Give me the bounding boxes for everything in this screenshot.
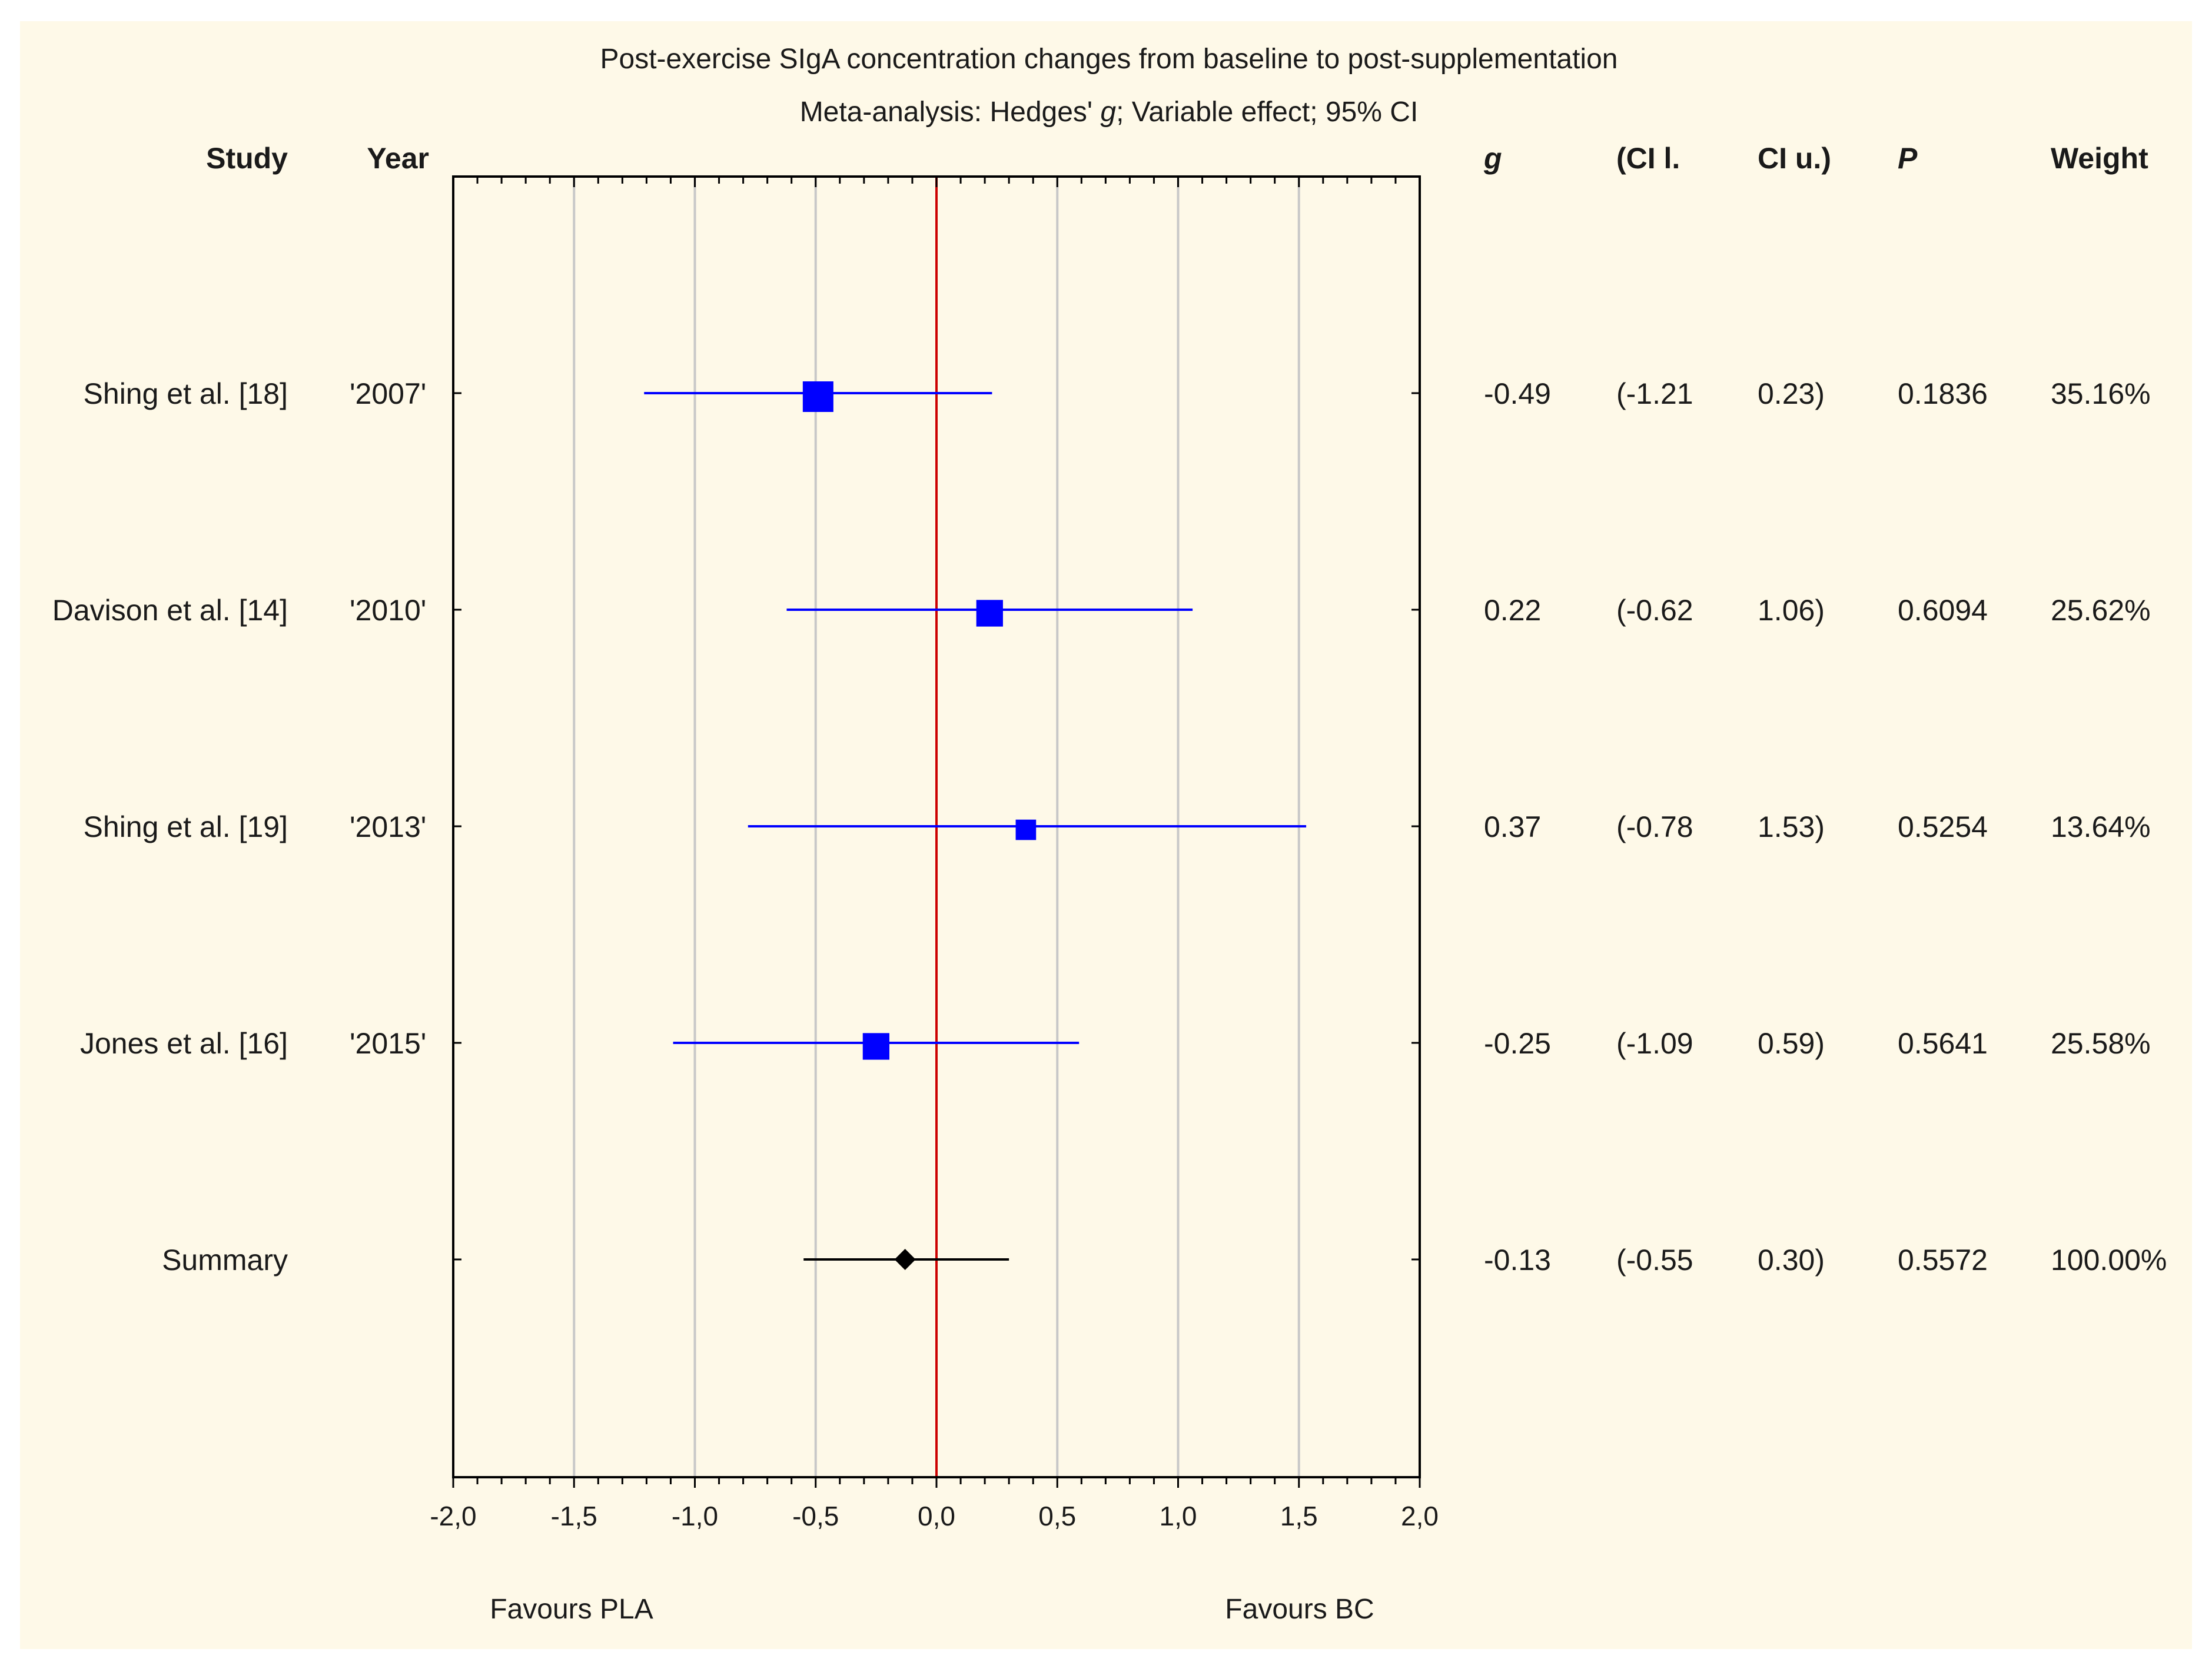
ci-upper-value: 1.06) bbox=[1758, 594, 1825, 627]
p-value: 0.5641 bbox=[1898, 1027, 1988, 1060]
header-weight: Weight bbox=[2051, 142, 2148, 175]
study-name: Shing et al. [19] bbox=[84, 810, 288, 843]
ci-upper-value: 0.59) bbox=[1758, 1027, 1825, 1060]
p-value: 0.1836 bbox=[1898, 377, 1988, 410]
study-year: '2007' bbox=[350, 377, 426, 410]
chart-title: Post-exercise SIgA concentration changes… bbox=[600, 44, 1618, 75]
effect-marker bbox=[1015, 819, 1037, 840]
study-name: Jones et al. [16] bbox=[80, 1027, 288, 1060]
g-value: 0.37 bbox=[1484, 810, 1541, 843]
x-tick-label: 0,5 bbox=[1038, 1501, 1076, 1531]
weight-value: 25.58% bbox=[2051, 1027, 2151, 1060]
summary-diamond bbox=[894, 1249, 916, 1270]
subtitle-suffix: ; Variable effect; 95% CI bbox=[1116, 97, 1418, 128]
x-tick-label: -1,0 bbox=[672, 1501, 718, 1531]
header-ci-upper: CI u.) bbox=[1758, 142, 1831, 175]
summary-ci-lower-value: (-0.55 bbox=[1616, 1244, 1693, 1277]
study-name: Shing et al. [18] bbox=[84, 377, 288, 410]
subtitle-g: g bbox=[1100, 97, 1116, 128]
study-year: '2015' bbox=[350, 1027, 426, 1060]
ci-lower-value: (-1.09 bbox=[1616, 1027, 1693, 1060]
summary-g-value: -0.13 bbox=[1484, 1244, 1551, 1277]
weight-value: 13.64% bbox=[2051, 810, 2151, 843]
subtitle-prefix: Meta-analysis: Hedges' bbox=[800, 97, 1101, 128]
p-value: 0.6094 bbox=[1898, 594, 1988, 627]
forest-plot: Post-exercise SIgA concentration changes… bbox=[52, 44, 2167, 1625]
g-value: -0.25 bbox=[1484, 1027, 1551, 1060]
study-year: '2013' bbox=[350, 810, 426, 843]
x-tick-label: 1,5 bbox=[1280, 1501, 1318, 1531]
x-tick-label: 0,0 bbox=[918, 1501, 955, 1531]
favours-left-label: Favours PLA bbox=[490, 1594, 653, 1625]
p-value: 0.5254 bbox=[1898, 810, 1988, 843]
study-rows: Shing et al. [18] '2007' -0.49 (-1.21 0.23) 0… bbox=[52, 377, 2167, 1277]
effect-marker bbox=[976, 600, 1003, 627]
ci-upper-value: 0.23) bbox=[1758, 377, 1825, 410]
ci-lower-value: (-0.62 bbox=[1616, 594, 1693, 627]
ci-lower-value: (-1.21 bbox=[1616, 377, 1693, 410]
x-tick-label: 2,0 bbox=[1401, 1501, 1439, 1531]
header-study: Study bbox=[206, 142, 288, 175]
header-ci-lower: (CI l. bbox=[1616, 142, 1680, 175]
ci-upper-value: 1.53) bbox=[1758, 810, 1825, 843]
summary-ci-upper-value: 0.30) bbox=[1758, 1244, 1825, 1277]
x-tick-label: -1,5 bbox=[551, 1501, 597, 1531]
header-year: Year bbox=[367, 142, 429, 175]
weight-value: 35.16% bbox=[2051, 377, 2151, 410]
effect-marker bbox=[862, 1033, 889, 1060]
study-year: '2010' bbox=[350, 594, 426, 627]
plot-area: -2,0 -1,5 -1,0 -0,5 0,0 0,5 1,0 1,5 2,0 bbox=[430, 175, 1439, 1531]
chart-panel: Post-exercise SIgA concentration changes… bbox=[20, 21, 2192, 1649]
study-name: Davison et al. [14] bbox=[52, 594, 288, 627]
x-tick-label: 1,0 bbox=[1160, 1501, 1197, 1531]
ci-lower-value: (-0.78 bbox=[1616, 810, 1693, 843]
weight-value: 25.62% bbox=[2051, 594, 2151, 627]
g-value: -0.49 bbox=[1484, 377, 1551, 410]
summary-label: Summary bbox=[162, 1244, 288, 1277]
g-value: 0.22 bbox=[1484, 594, 1541, 627]
chart-subtitle: Meta-analysis: Hedges' g; Variable effec… bbox=[800, 97, 1419, 128]
effect-marker bbox=[802, 381, 833, 412]
x-tick-label: -0,5 bbox=[792, 1501, 839, 1531]
header-g: g bbox=[1483, 142, 1502, 175]
summary-p-value: 0.5572 bbox=[1898, 1244, 1988, 1277]
summary-weight-value: 100.00% bbox=[2051, 1244, 2167, 1277]
header-p: P bbox=[1898, 142, 1918, 175]
x-tick-label: -2,0 bbox=[430, 1501, 476, 1531]
favours-right-label: Favours BC bbox=[1225, 1594, 1374, 1625]
